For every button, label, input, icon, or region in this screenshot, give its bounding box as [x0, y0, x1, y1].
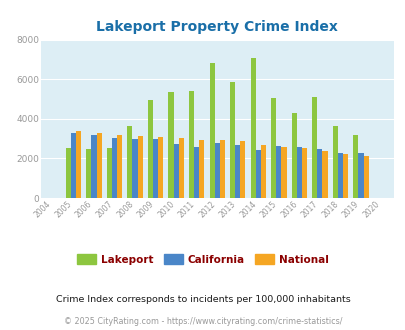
Bar: [332, 126, 337, 198]
Bar: [281, 147, 286, 198]
Bar: [291, 113, 296, 198]
Bar: [168, 92, 173, 198]
Bar: [352, 135, 358, 198]
Bar: [322, 151, 327, 198]
Bar: [127, 126, 132, 198]
Bar: [296, 147, 301, 198]
Bar: [86, 149, 91, 198]
Bar: [132, 139, 137, 198]
Bar: [173, 144, 178, 198]
Bar: [271, 98, 275, 198]
Bar: [275, 146, 281, 198]
Bar: [250, 58, 255, 198]
Bar: [107, 148, 112, 198]
Bar: [188, 91, 194, 198]
Bar: [158, 137, 163, 198]
Bar: [194, 147, 199, 198]
Text: Crime Index corresponds to incidents per 100,000 inhabitants: Crime Index corresponds to incidents per…: [55, 295, 350, 304]
Bar: [153, 139, 158, 198]
Bar: [260, 145, 265, 198]
Bar: [91, 135, 96, 198]
Bar: [255, 150, 260, 198]
Bar: [317, 149, 322, 198]
Bar: [311, 97, 317, 198]
Bar: [199, 140, 204, 198]
Bar: [301, 148, 306, 198]
Bar: [71, 133, 76, 198]
Bar: [147, 100, 153, 198]
Legend: Lakeport, California, National: Lakeport, California, National: [72, 250, 333, 269]
Bar: [76, 131, 81, 198]
Bar: [117, 135, 122, 198]
Bar: [137, 136, 143, 198]
Bar: [337, 153, 342, 198]
Bar: [112, 138, 117, 198]
Bar: [66, 148, 71, 198]
Bar: [342, 154, 347, 198]
Bar: [362, 156, 368, 198]
Bar: [240, 141, 245, 198]
Bar: [209, 63, 214, 198]
Bar: [230, 82, 234, 198]
Bar: [234, 145, 240, 198]
Title: Lakeport Property Crime Index: Lakeport Property Crime Index: [96, 20, 337, 34]
Bar: [96, 133, 101, 198]
Bar: [219, 140, 224, 198]
Bar: [358, 153, 362, 198]
Bar: [178, 138, 183, 198]
Bar: [214, 143, 219, 198]
Text: © 2025 CityRating.com - https://www.cityrating.com/crime-statistics/: © 2025 CityRating.com - https://www.city…: [64, 317, 341, 326]
